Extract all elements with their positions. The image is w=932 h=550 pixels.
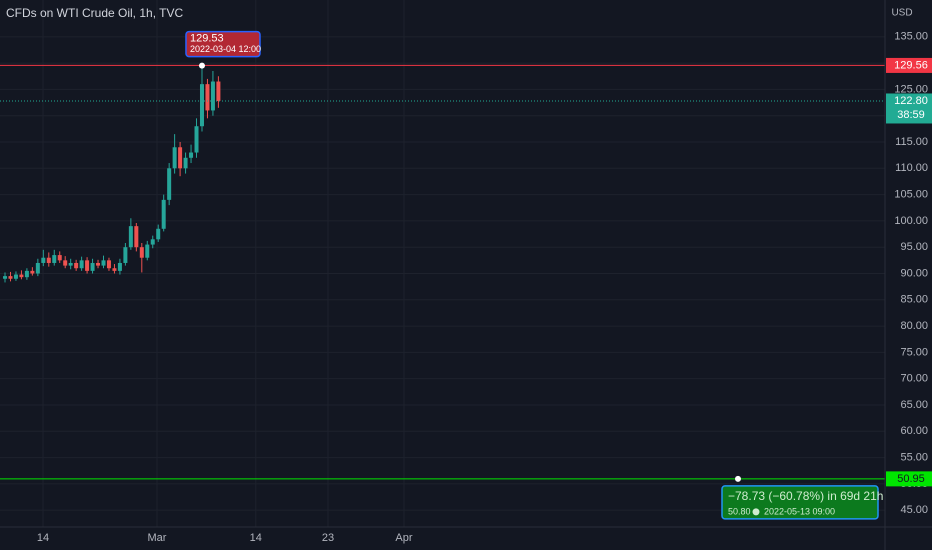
measure-price: 50.80 (728, 506, 751, 516)
candle-body (19, 274, 24, 278)
candle-body (145, 244, 150, 258)
price-label-box (886, 471, 932, 487)
y-tick-label: 125.00 (894, 83, 928, 95)
candle-body (134, 226, 139, 248)
price-label: 50.95 (897, 473, 925, 485)
price-label-box (886, 57, 932, 73)
y-tick-label: 45.00 (900, 504, 928, 516)
candle-body (216, 81, 221, 101)
y-tick-label: 55.00 (900, 451, 928, 463)
x-tick-label: Apr (395, 532, 412, 544)
candle-body (24, 270, 29, 278)
price-label: 122.80 (894, 95, 928, 107)
candle-body (41, 257, 46, 263)
y-tick-label: 110.00 (895, 162, 928, 174)
candle-body (123, 247, 128, 263)
candle-body (96, 262, 101, 266)
measure-box (721, 485, 879, 520)
measure-time: 2022-05-13 09:00 (764, 506, 835, 516)
candle-body (8, 276, 13, 279)
y-tick-label: 75.00 (900, 346, 928, 358)
clock-icon (752, 508, 760, 516)
y-tick-label: 100.00 (894, 215, 928, 227)
candle-body (205, 84, 210, 111)
candle-body (35, 262, 40, 274)
chart-title: CFDs on WTI Crude Oil, 1h, TVC (6, 6, 183, 20)
candle-body (106, 260, 111, 269)
y-tick-label: 65.00 (900, 399, 928, 411)
candle-body (210, 81, 215, 111)
max-tooltip-time: 2022-03-04 12:00 (190, 44, 261, 54)
price-label-box (886, 93, 932, 124)
candle-body (52, 255, 57, 263)
y-tick-label: 85.00 (900, 294, 928, 306)
candle-body (63, 260, 68, 266)
candle-body (90, 262, 95, 271)
candle-body (30, 270, 35, 274)
candle-body (150, 239, 155, 245)
x-tick-label: Mar (148, 532, 167, 544)
candle-body (68, 262, 73, 266)
candle-body (3, 276, 8, 279)
candle-body (183, 157, 188, 169)
candle-body (74, 262, 79, 269)
candle-body (128, 226, 133, 248)
y-tick-label: 115.00 (895, 136, 928, 148)
candle-body (13, 274, 18, 279)
measure-point (735, 475, 741, 482)
candle-body (46, 257, 51, 263)
candle-body (172, 147, 177, 169)
candle-body (178, 147, 183, 169)
candle-body (194, 126, 199, 153)
x-tick-label: 14 (37, 532, 49, 544)
candle-body (139, 247, 144, 258)
candle-body (189, 152, 194, 158)
candle-body (167, 168, 172, 200)
y-tick-label: 95.00 (900, 241, 928, 253)
candle-body (85, 260, 90, 271)
max-tooltip-price: 129.53 (190, 32, 224, 44)
y-tick-label: 80.00 (900, 320, 928, 332)
currency-label: USD (891, 8, 912, 19)
y-tick-label: 60.00 (900, 425, 928, 437)
x-tick-label: 14 (250, 532, 262, 544)
measure-text: −78.73 (−60.78%) in 69d 21h (728, 489, 883, 503)
countdown-label: 38:59 (897, 109, 925, 121)
y-tick-label: 105.00 (894, 189, 928, 201)
price-label: 129.56 (894, 59, 928, 71)
candle-body (156, 228, 161, 240)
max-tooltip-box (185, 30, 261, 58)
y-tick-label: 70.00 (900, 373, 928, 385)
candle-body (57, 255, 62, 261)
candle-body (79, 260, 84, 269)
candle-body (199, 84, 204, 127)
candle-body (101, 260, 106, 266)
candle-body (112, 268, 117, 271)
x-tick-label: 23 (322, 532, 334, 544)
candle-body (161, 199, 166, 229)
max-marker (198, 62, 205, 69)
candle-body (117, 262, 122, 271)
y-tick-label: 135.00 (894, 31, 928, 43)
y-tick-label: 90.00 (900, 267, 928, 279)
